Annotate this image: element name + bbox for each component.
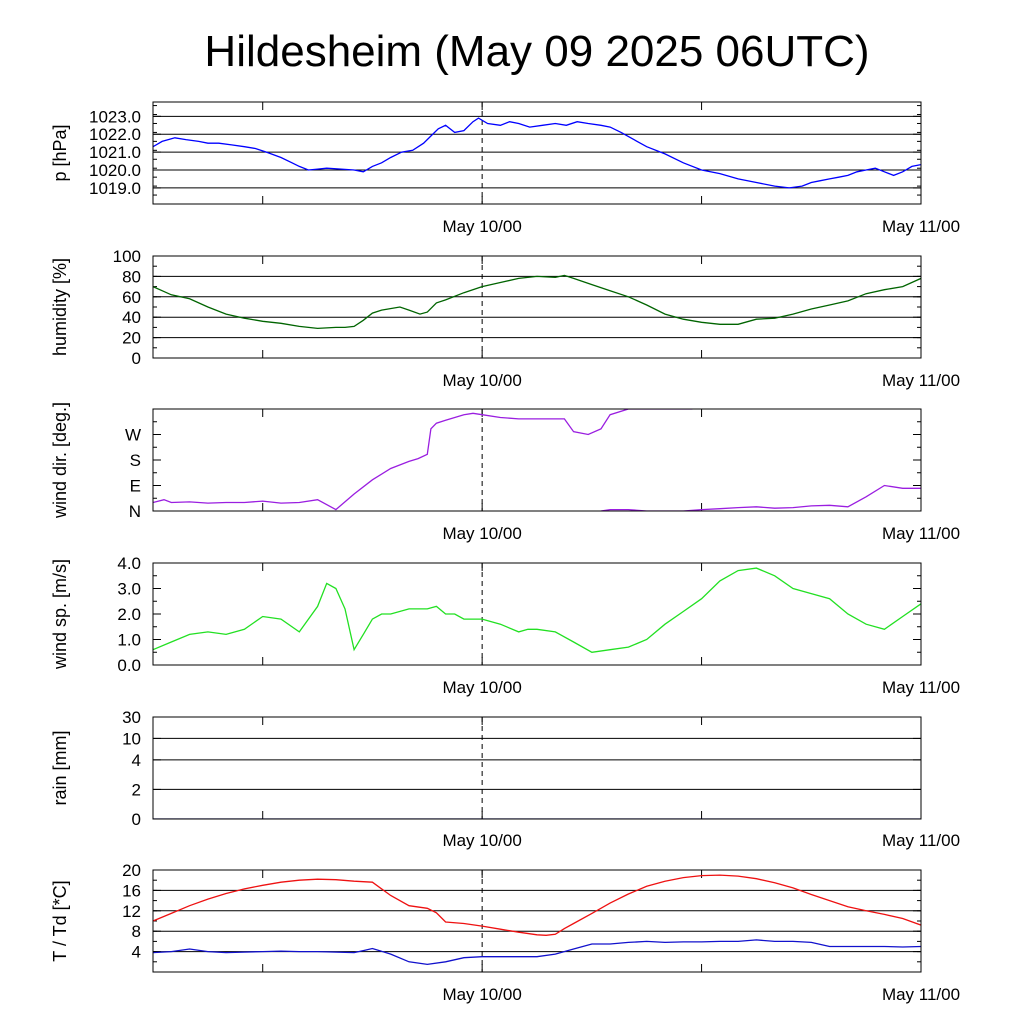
x-tick-label: May 10/00 [442, 217, 521, 236]
y-tick-label: 1021.0 [89, 143, 141, 162]
y-tick-label: 1.0 [117, 631, 141, 650]
y-tick-label: 16 [122, 881, 141, 900]
plot-frame [152, 255, 922, 359]
y-tick-label: 20 [122, 329, 141, 348]
y-tick-label: 1022.0 [89, 125, 141, 144]
x-tick-label: May 10/00 [442, 985, 521, 1004]
y-tick-label: 12 [122, 902, 141, 921]
y-axis-label: rain [mm] [50, 730, 70, 805]
y-tick-label: S [130, 451, 141, 470]
y-tick-label: 4 [132, 751, 141, 770]
y-tick-label: 1020.0 [89, 161, 141, 180]
y-axis-label: p [hPa] [50, 124, 70, 181]
y-tick-label: 8 [132, 922, 141, 941]
series-line-0 [153, 567, 921, 653]
y-tick-label: 0 [132, 810, 141, 829]
x-tick-label: May 10/00 [442, 678, 521, 697]
y-tick-label: 1019.0 [89, 179, 141, 198]
x-tick-label: May 10/00 [442, 524, 521, 543]
x-tick-label: May 11/00 [882, 371, 960, 390]
y-tick-label: E [130, 477, 141, 496]
y-tick-label: 30 [122, 708, 141, 727]
y-tick-label: 10 [122, 729, 141, 748]
y-tick-label: 1023.0 [89, 107, 141, 126]
y-tick-label: 4 [132, 943, 141, 962]
panel-3: 0.0 1.0 2.0 3.0 4.0 wind sp. [m/s] May 10/00 Ma… [50, 554, 960, 697]
plot-frame [152, 869, 922, 973]
y-tick-label: 0 [132, 349, 141, 368]
x-tick-label: May 10/00 [442, 831, 521, 850]
y-axis-label: humidity [%] [50, 258, 70, 356]
y-tick-label: 100 [113, 247, 141, 266]
series-line-1 [600, 484, 921, 511]
x-tick-label: May 11/00 [882, 217, 960, 236]
plot-frame [152, 716, 922, 820]
y-axis-label: T / Td [*C] [50, 880, 70, 961]
x-tick-label: May 11/00 [882, 524, 960, 543]
y-tick-label: 2 [132, 780, 141, 799]
y-tick-label: W [125, 426, 141, 445]
series-line-1 [153, 939, 921, 966]
series-line-0 [153, 874, 921, 936]
y-tick-label: 80 [122, 267, 141, 286]
plot-frame [152, 562, 922, 666]
y-tick-label: 60 [122, 288, 141, 307]
y-tick-label: N [129, 502, 141, 521]
x-tick-label: May 11/00 [882, 678, 960, 697]
y-tick-label: 40 [122, 308, 141, 327]
series-line-0 [153, 274, 921, 330]
plot-frame [152, 101, 922, 205]
y-tick-label: 2.0 [117, 605, 141, 624]
y-tick-label: 20 [122, 861, 141, 880]
y-tick-label: 4.0 [117, 554, 141, 573]
x-tick-label: May 11/00 [882, 985, 960, 1004]
chart-title: Hildesheim (May 09 2025 06UTC) [204, 27, 869, 76]
y-axis-label: wind dir. [deg.] [50, 402, 70, 519]
y-tick-label: 0.0 [117, 656, 141, 675]
plot-frame [152, 408, 922, 512]
series-line-0 [153, 409, 693, 511]
y-axis-label: wind sp. [m/s] [50, 559, 70, 670]
x-tick-label: May 10/00 [442, 371, 521, 390]
series-line-0 [153, 117, 921, 189]
x-tick-label: May 11/00 [882, 831, 960, 850]
y-tick-label: 3.0 [117, 580, 141, 599]
panel-4: 0 2 4 10 30 rain [mm] May 10/00 May 11/00 [50, 708, 960, 850]
